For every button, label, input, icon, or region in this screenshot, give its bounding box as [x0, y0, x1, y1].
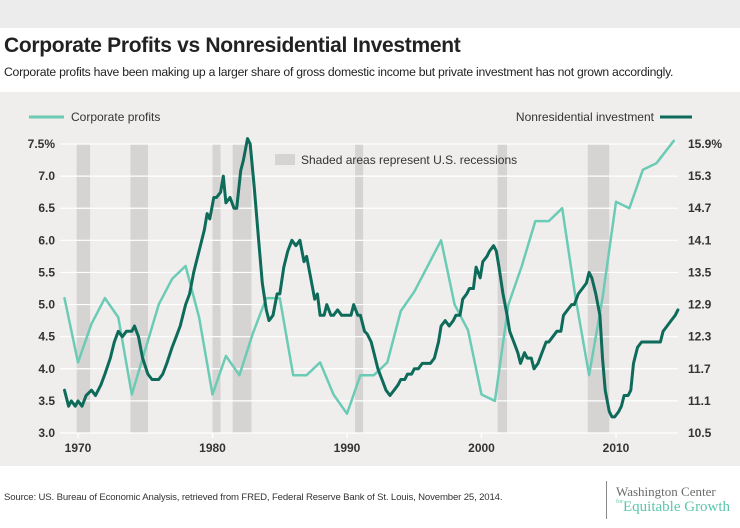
left-axis-tick-label: 6.5: [38, 201, 55, 215]
logo-equitable-growth: Equitable Growth: [623, 499, 731, 515]
logo-divider: [606, 481, 607, 519]
legend-label-recession: Shaded areas represent U.S. recessions: [301, 153, 517, 167]
x-tick-label: 2010: [603, 441, 630, 455]
left-axis-ticks: 3.0 3.5 4.0 4.5 5.0 5.5 6.0 6.5 7.0 7.5%: [28, 137, 56, 440]
x-tick-label: 1990: [334, 441, 361, 455]
right-axis-tick-label: 14.7: [688, 201, 712, 215]
right-axis-tick-label: 15.3: [688, 169, 712, 183]
source-note: Source: US. Bureau of Economic Analysis,…: [4, 492, 503, 503]
left-axis-tick-label: 7.0: [38, 169, 55, 183]
series-lines: [63, 137, 680, 419]
left-axis-tick-label: 3.5: [38, 394, 55, 408]
left-axis-tick-label: 5.0: [38, 298, 55, 312]
left-axis-tick-label: 4.5: [38, 330, 55, 344]
x-axis-ticks: 1970 1980 1990 2000 2010: [65, 433, 630, 455]
right-axis-tick-label: 11.1: [688, 394, 711, 408]
recession-band: [76, 144, 91, 433]
chart-subtitle: Corporate profits have been making up a …: [4, 65, 674, 79]
left-axis-tick-label: 7.5%: [28, 137, 56, 151]
right-axis-tick-label: 12.9: [688, 298, 712, 312]
right-axis-tick-label: 12.3: [688, 330, 712, 344]
x-tick-label: 1970: [65, 441, 92, 455]
x-tick-label: 1980: [199, 441, 226, 455]
top-banner: [0, 0, 740, 28]
chart-title: Corporate Profits vs Nonresidential Inve…: [4, 34, 461, 57]
left-axis-tick-label: 4.0: [38, 362, 55, 376]
right-axis-tick-label: 14.1: [688, 233, 712, 247]
recession-band: [355, 144, 364, 433]
recession-band: [212, 144, 221, 433]
logo-for: for: [616, 499, 623, 505]
footer: [0, 466, 740, 528]
left-axis-tick-label: 5.5: [38, 265, 55, 279]
series-line-corporate-profits: [63, 139, 676, 415]
recession-bands: [76, 144, 610, 433]
right-axis-tick-label: 15.9%: [688, 137, 722, 151]
legend-label-investment: Nonresidential investment: [516, 110, 655, 124]
legend-swatch-recession: [275, 154, 295, 165]
legend-label-profits: Corporate profits: [71, 110, 160, 124]
left-axis-tick-label: 3.0: [38, 426, 55, 440]
chart-panel: [0, 92, 740, 466]
right-axis-ticks: 10.5 11.1 11.7 12.3 12.9 13.5 14.1 14.7 15.3 15.9…: [688, 137, 722, 440]
series-line-nonresidential-investment: [63, 137, 680, 419]
recession-band: [232, 144, 252, 433]
gridlines: [60, 143, 678, 434]
left-axis-tick-label: 6.0: [38, 233, 55, 247]
x-tick-label: 2000: [468, 441, 495, 455]
logo-line2: forEquitable Growth: [616, 499, 730, 516]
right-axis-tick-label: 10.5: [688, 426, 712, 440]
right-axis-tick-label: 11.7: [688, 362, 711, 376]
right-axis-tick-label: 13.5: [688, 265, 712, 279]
logo-line1: Washington Center: [616, 484, 716, 499]
